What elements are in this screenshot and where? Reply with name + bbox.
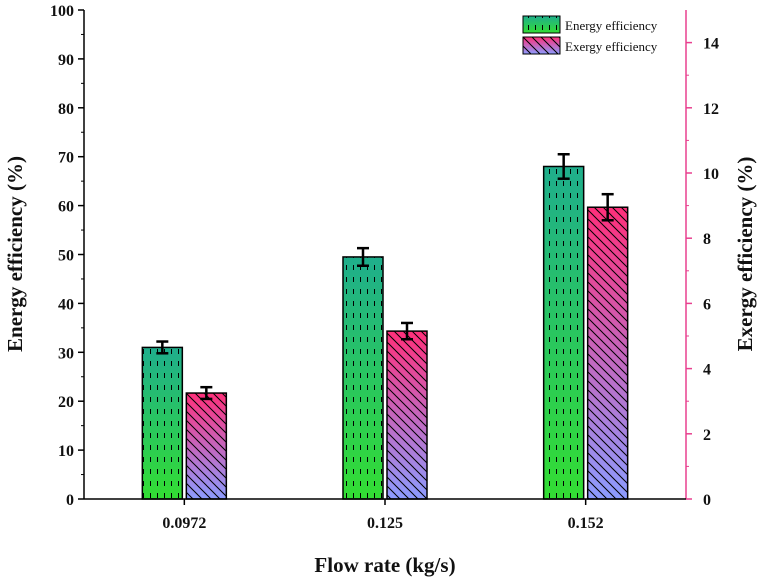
x-tick-label: 0.0972 — [162, 515, 206, 532]
legend-label-energy: Energy efficiency — [565, 18, 658, 33]
right-y-tick-label: 2 — [703, 427, 711, 444]
x-tick-label: 0.125 — [367, 515, 403, 532]
left-y-tick-label: 70 — [58, 150, 74, 167]
left-y-tick-label: 0 — [66, 492, 74, 509]
left-y-tick-label: 90 — [58, 52, 74, 69]
right-y-tick-label: 10 — [703, 166, 719, 183]
legend-label-exergy: Exergy efficiency — [565, 39, 658, 54]
bar-energy-pattern — [141, 346, 184, 500]
left-y-tick-label: 30 — [58, 345, 74, 362]
right-y-tick-label: 12 — [703, 101, 719, 118]
bar-exergy-pattern — [185, 392, 228, 500]
left-y-tick-label: 100 — [50, 3, 74, 20]
left-y-tick-label: 80 — [58, 101, 74, 118]
bar-exergy-pattern — [386, 330, 428, 500]
right-y-tick-label: 4 — [703, 362, 711, 379]
legend: Energy efficiency Exergy efficiency — [522, 15, 658, 55]
legend-swatch-energy-pattern — [523, 16, 560, 33]
bar-exergy-pattern — [586, 206, 629, 500]
right-y-axis-title: Exergy efficiency (%) — [733, 157, 757, 352]
right-y-tick-label: 0 — [703, 492, 711, 509]
bars — [141, 153, 629, 500]
left-y-tick-label: 60 — [58, 199, 74, 216]
bar-energy-pattern — [342, 256, 384, 500]
left-y-tick-label: 50 — [58, 248, 74, 265]
left-y-tick-label: 40 — [58, 296, 74, 313]
right-y-tick-label: 8 — [703, 231, 711, 248]
legend-swatch-exergy-pattern — [523, 37, 560, 54]
right-y-tick-label: 14 — [703, 36, 719, 53]
x-tick-label: 0.152 — [568, 515, 604, 532]
right-y-tick-label: 6 — [703, 296, 711, 313]
bar-energy-pattern — [542, 165, 585, 500]
left-y-tick-label: 10 — [58, 443, 74, 460]
left-y-tick-label: 20 — [58, 394, 74, 411]
left-y-axis-title: Energy efficiency (%) — [3, 156, 27, 352]
x-axis-title: Flow rate (kg/s) — [314, 553, 455, 577]
